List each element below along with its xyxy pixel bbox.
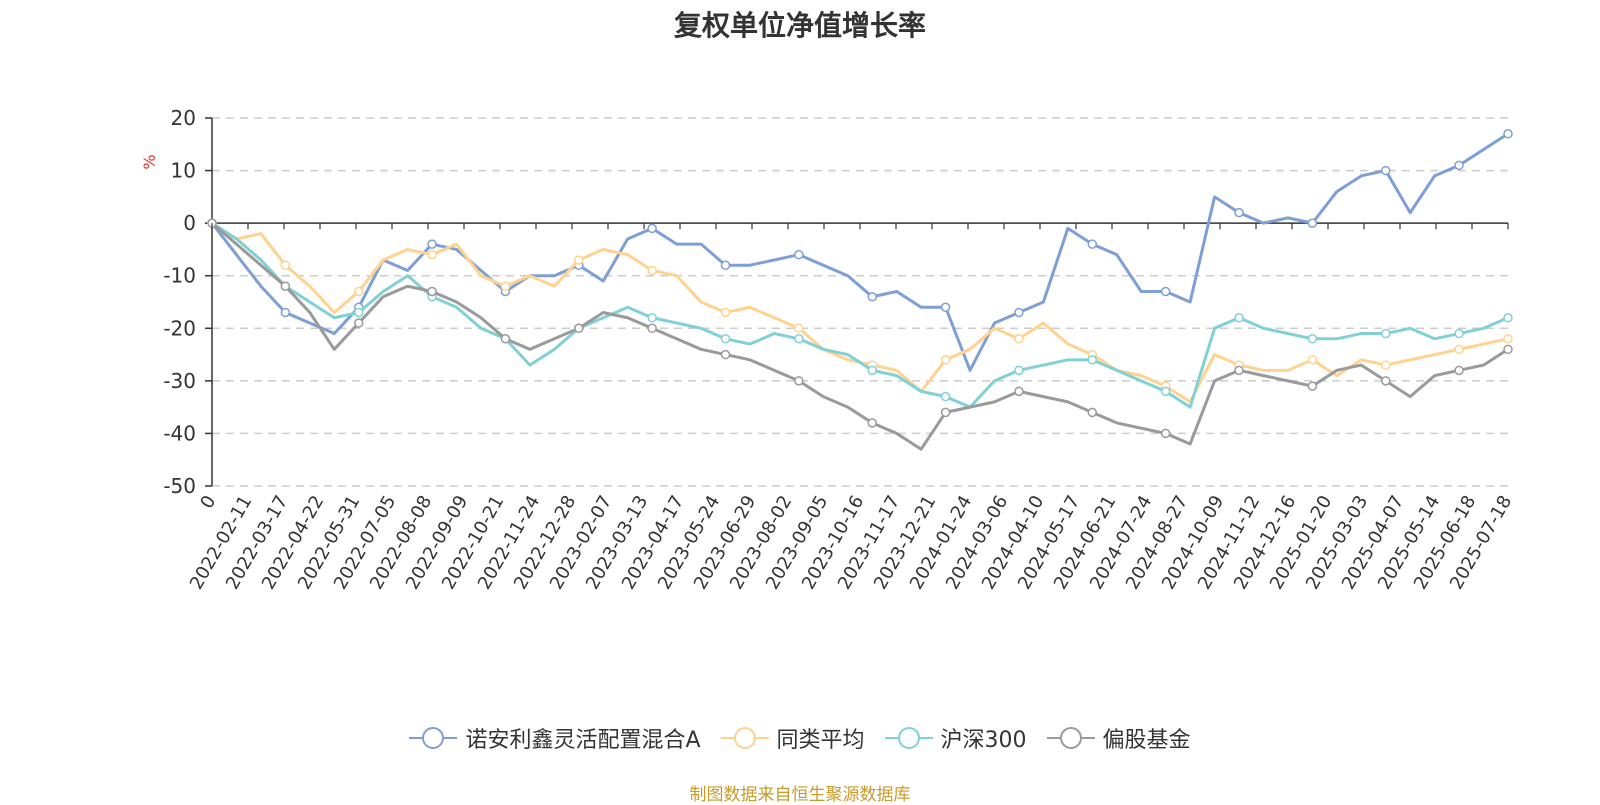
y-tick-label: -10 [163, 264, 196, 288]
grid-lines [212, 117, 1508, 487]
legend-marker-icon [720, 727, 769, 749]
legend-item-3[interactable]: 偏股基金 [1046, 722, 1191, 754]
series-point [720, 260, 731, 270]
legend-marker-icon [409, 727, 458, 749]
legend-item-1[interactable]: 同类平均 [720, 722, 865, 754]
series-point [353, 307, 364, 318]
series-point [574, 323, 584, 334]
axes: 20 10 0 -10 -20 -30 -40 -50 [163, 106, 1508, 498]
y-tick-label: 10 [171, 159, 196, 183]
series-point [940, 407, 951, 418]
y-tick-label: 0 [183, 211, 196, 235]
legend-marker-icon [884, 727, 933, 749]
series-point [1503, 344, 1513, 355]
series-point [940, 302, 951, 313]
legend-label: 同类平均 [776, 728, 865, 753]
series-point [1454, 344, 1464, 355]
series-point [647, 313, 657, 323]
series-point [1307, 355, 1318, 365]
series-point [720, 349, 731, 360]
series-point [940, 391, 951, 402]
series-point [720, 334, 731, 344]
series-point [1454, 160, 1464, 171]
series-point [1160, 386, 1171, 397]
series-point [867, 291, 877, 302]
series-point [794, 334, 804, 344]
series-point [353, 286, 364, 297]
series-line-1 [211, 221, 1509, 404]
series-point [647, 265, 657, 276]
legend-label: 偏股基金 [1102, 728, 1191, 753]
series-point [1380, 165, 1391, 176]
legend-item-2[interactable]: 沪深300 [884, 722, 1027, 754]
series-point [280, 260, 291, 270]
series-line-0 [210, 132, 1509, 372]
series-point [1307, 381, 1318, 391]
series-point [794, 376, 804, 386]
y-tick-label: -50 [163, 474, 196, 498]
series-point [1380, 376, 1391, 386]
series-point [280, 281, 291, 291]
series-point [1014, 386, 1024, 397]
series-point [867, 365, 877, 376]
series-lines [207, 129, 1513, 451]
series-point [1014, 365, 1024, 376]
series-point [1234, 365, 1244, 376]
series-point [1503, 313, 1513, 323]
series-point [1454, 328, 1464, 339]
series-point [427, 239, 437, 249]
y-tick-label: -30 [163, 369, 196, 393]
series-point [647, 323, 657, 334]
series-point [574, 255, 584, 265]
chart-title: 复权单位净值增长率 [673, 9, 926, 42]
series-point [353, 318, 364, 328]
data-source-note: 制图数据来自恒生聚源数据库 [689, 785, 911, 805]
series-point [1380, 328, 1391, 339]
x-tick-label: 0 [196, 492, 220, 512]
series-point [867, 418, 877, 428]
legend-item-0[interactable]: 诺安利鑫灵活配置混合A [409, 722, 701, 754]
series-point [940, 355, 951, 365]
series-point [500, 334, 511, 344]
series-point [1087, 239, 1098, 249]
series-point [1087, 355, 1098, 365]
series-point [1160, 428, 1171, 439]
series-point [1014, 307, 1024, 318]
series-point [794, 249, 804, 260]
y-tick-label: -20 [163, 316, 196, 340]
series-point [1503, 334, 1513, 344]
series-point [427, 249, 437, 260]
y-axis-unit-label: % [140, 154, 159, 169]
series-point [1234, 313, 1244, 323]
y-tick-label: 20 [171, 106, 196, 130]
series-point [1160, 286, 1171, 297]
series-point [1087, 407, 1098, 418]
legend-marker-icon [1046, 727, 1095, 749]
series-point [427, 286, 437, 297]
series-point [647, 223, 657, 234]
series-point [1380, 360, 1391, 370]
legend: 诺安利鑫灵活配置混合A 同类平均 沪深300 偏股基金 [0, 722, 1600, 756]
legend-label: 诺安利鑫灵活配置混合A [465, 728, 701, 753]
series-point [500, 281, 511, 291]
series-point [720, 307, 731, 318]
series-point [1454, 365, 1464, 376]
series-point [794, 323, 804, 334]
legend-label: 沪深300 [940, 728, 1027, 753]
y-tick-label: -40 [163, 421, 196, 445]
series-point [280, 307, 291, 318]
series-point [1307, 218, 1318, 228]
series-point [1503, 129, 1513, 139]
series-point [1014, 334, 1024, 344]
series-point [1307, 334, 1318, 344]
series-point [1234, 207, 1244, 218]
